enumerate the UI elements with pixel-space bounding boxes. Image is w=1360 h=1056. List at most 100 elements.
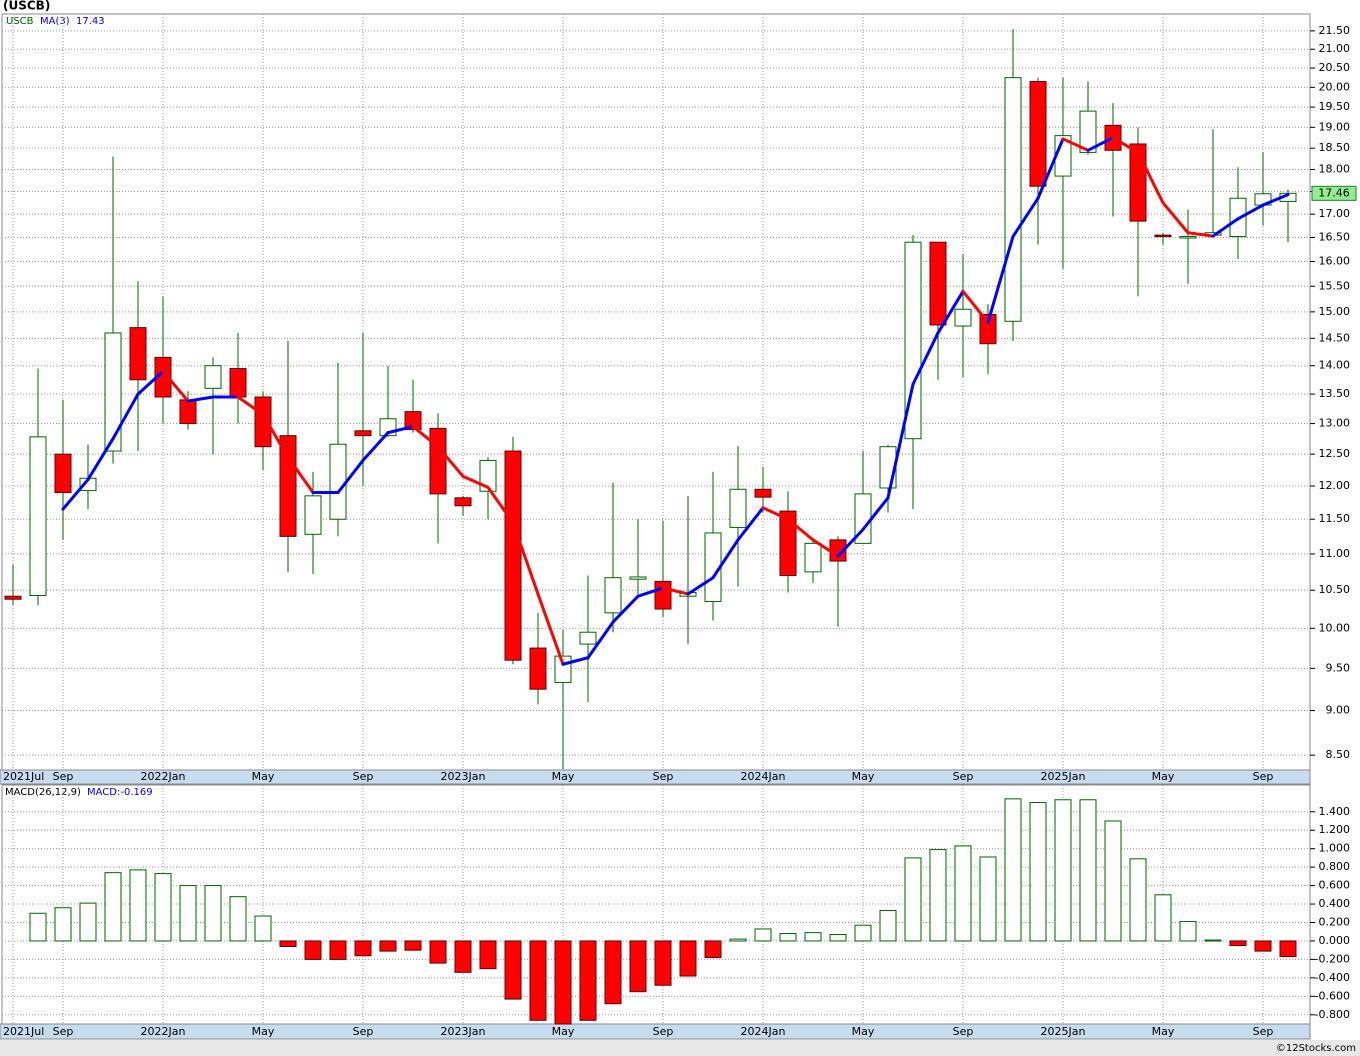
y-tick-label: 17.00 bbox=[1319, 207, 1351, 220]
y-tick-label: 21.50 bbox=[1319, 24, 1351, 37]
ma-segment bbox=[1111, 136, 1140, 154]
ma-segment bbox=[511, 521, 540, 596]
x-tick-label: May bbox=[552, 770, 575, 783]
y-tick-label: 1.400 bbox=[1319, 805, 1351, 818]
watermark: ©12Stocks.com bbox=[1276, 1043, 1356, 1054]
macd-bar bbox=[279, 940, 297, 947]
candle-body bbox=[729, 488, 747, 528]
candle-body bbox=[129, 327, 147, 381]
candle-body bbox=[4, 595, 22, 600]
candle-body bbox=[1154, 234, 1172, 238]
candle-body bbox=[404, 411, 422, 431]
ma-segment bbox=[286, 455, 315, 495]
y-tick-label: 10.50 bbox=[1319, 583, 1351, 596]
macd-bar bbox=[604, 940, 622, 1005]
macd-bar bbox=[1079, 799, 1097, 942]
candle-body bbox=[204, 365, 222, 389]
ma-segment bbox=[161, 369, 190, 403]
macd-bar bbox=[204, 885, 222, 942]
y-tick-label: 13.00 bbox=[1319, 417, 1351, 430]
y-tick-label: 0.800 bbox=[1319, 860, 1351, 873]
macd-bar bbox=[379, 940, 397, 952]
macd-bar bbox=[1254, 940, 1272, 952]
ma-segment bbox=[386, 425, 415, 435]
x-tick-label: 2022Jan bbox=[141, 1025, 186, 1038]
macd-bar bbox=[954, 845, 972, 942]
macd-bar bbox=[179, 885, 197, 942]
x-tick-label: Sep bbox=[953, 1025, 974, 1038]
y-tick-label: 8.50 bbox=[1326, 748, 1351, 761]
x-tick-label: May bbox=[852, 1025, 875, 1038]
x-tick-label: Sep bbox=[953, 770, 974, 783]
candle-body bbox=[904, 241, 922, 440]
x-tick-label: Sep bbox=[653, 1025, 674, 1038]
macd-bar bbox=[679, 940, 697, 977]
candle-body bbox=[279, 435, 297, 537]
ma-segment bbox=[1236, 203, 1265, 221]
candle-body bbox=[529, 647, 547, 690]
price-tag-label: 17.46 bbox=[1318, 186, 1350, 199]
x-axis-strip bbox=[0, 1023, 1311, 1040]
macd-bar bbox=[104, 872, 122, 942]
ma-segment bbox=[111, 392, 140, 441]
ma-segment bbox=[436, 445, 465, 478]
candle-body bbox=[1004, 77, 1022, 322]
x-tick-label: 2023Jan bbox=[441, 1025, 486, 1038]
macd-bar bbox=[629, 940, 647, 993]
ma-segment bbox=[686, 576, 715, 596]
y-tick-label: 19.50 bbox=[1319, 100, 1351, 113]
macd-bar bbox=[504, 940, 522, 1000]
candle-body bbox=[229, 368, 247, 398]
x-tick-label: 2024Jan bbox=[741, 1025, 786, 1038]
macd-bar bbox=[29, 912, 47, 942]
y-tick-label: 16.50 bbox=[1319, 230, 1351, 243]
macd-bar bbox=[1279, 940, 1297, 958]
y-tick-label: 0.600 bbox=[1319, 879, 1351, 892]
ma-segment bbox=[361, 431, 390, 462]
ma-segment bbox=[636, 586, 665, 598]
y-tick-label: -0.400 bbox=[1315, 971, 1350, 984]
ma-segment bbox=[936, 289, 965, 335]
ma-segment bbox=[1061, 137, 1090, 152]
x-tick-label: 2022Jan bbox=[141, 770, 186, 783]
footer bbox=[0, 1040, 1360, 1056]
y-tick-label: 11.50 bbox=[1319, 512, 1351, 525]
ma-segment bbox=[261, 413, 290, 459]
macd-bar bbox=[729, 938, 747, 942]
y-tick-label: 15.00 bbox=[1319, 305, 1351, 318]
candle-body bbox=[429, 427, 447, 495]
macd-bar bbox=[929, 849, 947, 942]
ma-segment bbox=[461, 474, 490, 489]
x-tick-label: May bbox=[1152, 770, 1175, 783]
chart-title: (USCB) bbox=[3, 0, 50, 13]
y-tick-label: 15.50 bbox=[1319, 279, 1351, 292]
macd-bar bbox=[1179, 921, 1197, 942]
macd-bar bbox=[254, 915, 272, 942]
macd-bar bbox=[429, 940, 447, 964]
ma-segment bbox=[1011, 196, 1040, 239]
x-tick-label: Sep bbox=[53, 770, 74, 783]
macd-bar bbox=[1004, 798, 1022, 942]
x-tick-label: May bbox=[1152, 1025, 1175, 1038]
ma-segment bbox=[536, 592, 565, 666]
macd-bar bbox=[829, 933, 847, 942]
x-tick-label: Sep bbox=[1253, 770, 1274, 783]
macd-bar bbox=[129, 869, 147, 942]
candle-body bbox=[454, 497, 472, 507]
ma-segment bbox=[811, 538, 840, 558]
y-tick-label: 1.000 bbox=[1319, 842, 1351, 855]
y-tick-label: 14.50 bbox=[1319, 331, 1351, 344]
ma-segment bbox=[61, 478, 90, 511]
macd-bar bbox=[1154, 894, 1172, 942]
macd-bar bbox=[529, 940, 547, 1021]
ma-segment bbox=[786, 517, 815, 542]
y-tick-label: 1.200 bbox=[1319, 823, 1351, 836]
candle-body bbox=[579, 631, 597, 645]
x-tick-label: May bbox=[252, 770, 275, 783]
x-tick-label: May bbox=[852, 770, 875, 783]
y-tick-label: 9.00 bbox=[1326, 704, 1351, 717]
candle-body bbox=[504, 450, 522, 661]
ticker-label: USCB bbox=[6, 16, 34, 27]
candle-body bbox=[304, 495, 322, 535]
